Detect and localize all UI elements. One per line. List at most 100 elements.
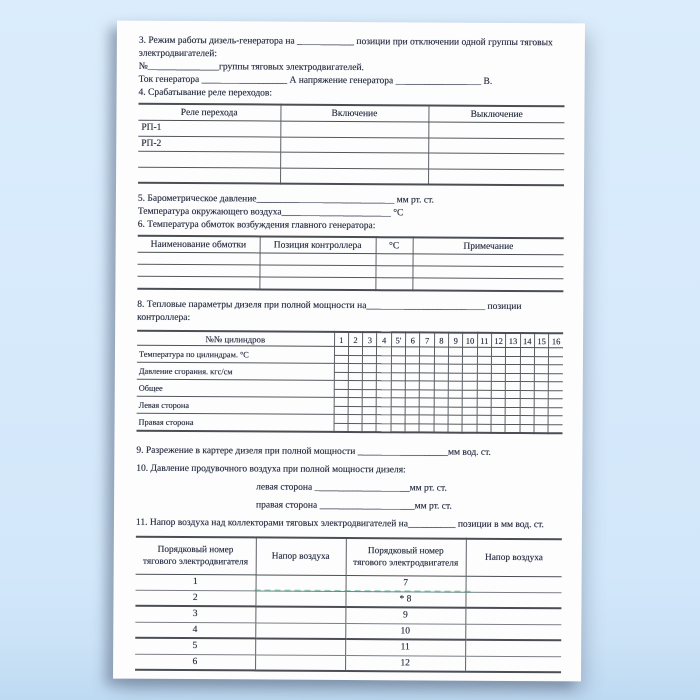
relay-table-body: РП-1 РП-2 (138, 120, 565, 186)
value-cell (405, 372, 420, 381)
value-cell (347, 397, 363, 407)
table-row: 6 12 (135, 653, 562, 673)
value-cell (491, 406, 506, 416)
value-cell (433, 415, 449, 424)
value-cell (376, 423, 391, 433)
value-cell (434, 364, 449, 373)
column-header-motor-number: Порядковый номер тягового электродвигате… (135, 536, 256, 575)
column-header-winding: Наименование обмотки (137, 235, 260, 253)
motor-number-cell: 12 (345, 654, 466, 672)
cylinder-number-header: 9 (448, 332, 463, 348)
value-cell (412, 265, 564, 279)
value-cell (548, 390, 563, 399)
value-cell (333, 414, 348, 423)
value-cell (391, 380, 406, 390)
value-cell (476, 381, 492, 390)
value-cell (390, 423, 406, 433)
value-cell (476, 398, 492, 407)
value-cell (490, 415, 506, 424)
value-cell (462, 347, 478, 356)
cylinder-number-header: 15 (534, 333, 549, 348)
motor-number-cell: 9 (345, 606, 466, 624)
value-cell (491, 355, 506, 365)
header-line: тягового электродвигателя (142, 556, 249, 568)
value-cell (376, 372, 392, 381)
value-cell (433, 381, 449, 390)
value-cell (419, 363, 435, 373)
value-cell (391, 363, 406, 373)
value-cell (419, 372, 435, 382)
value-cell (333, 397, 349, 406)
cylinder-number-header: 14 (520, 333, 535, 348)
value-cell (405, 414, 420, 424)
value-cell (519, 364, 535, 374)
value-cell (548, 347, 564, 357)
value-cell (520, 347, 535, 357)
column-header-controller-position: Позиция контроллера (259, 236, 376, 254)
air-pressure-cell (465, 607, 562, 625)
value-cell (362, 346, 377, 356)
value-cell (448, 372, 463, 382)
motor-number-cell: 11 (345, 638, 466, 656)
value-cell (333, 405, 348, 415)
value-cell (519, 356, 535, 365)
value-cell (419, 406, 434, 416)
value-cell (548, 364, 563, 374)
cylinder-number-header: 4 (376, 332, 392, 347)
value-cell (490, 423, 506, 433)
cylinder-number-header: 1 (334, 331, 349, 347)
value-cell (433, 406, 449, 416)
cylinder-number-header: 13 (505, 332, 521, 348)
motor-number-cell: 3 (135, 605, 256, 623)
value-cell (391, 355, 406, 364)
value-cell (505, 415, 520, 425)
value-cell (428, 121, 565, 139)
value-cell (137, 276, 260, 290)
air-pressure-cell (255, 638, 346, 655)
value-cell (476, 364, 492, 373)
value-cell (348, 346, 363, 356)
value-cell (333, 371, 349, 381)
air-pressure-cell (255, 606, 346, 623)
value-cell (362, 389, 377, 398)
value-cell (491, 389, 506, 399)
value-cell (362, 355, 377, 364)
value-cell (419, 380, 435, 390)
value-cell (362, 363, 377, 373)
value-cell (448, 389, 463, 399)
value-cell (548, 398, 563, 408)
value-cell (491, 372, 506, 382)
value-cell (428, 168, 565, 186)
column-header-air-pressure: Напор воздуха (465, 538, 562, 577)
value-cell (412, 277, 564, 292)
value-cell (362, 406, 377, 415)
value-cell (333, 354, 349, 364)
section10-left-line: левая сторона ____________________мм рт.… (256, 482, 447, 494)
section9-line: 9. Разрежение в картере дизеля при полно… (136, 445, 491, 458)
air-pressure-cell (465, 576, 562, 593)
value-cell (534, 373, 549, 382)
cylinder-number-header: 5' (391, 332, 406, 347)
section6-title: 6. Температура обмоток возбуждения главн… (137, 219, 376, 232)
value-cell (476, 406, 492, 416)
value-cell (462, 364, 478, 373)
value-cell (476, 415, 492, 424)
cylinder-parameters-table: №№ цилиндров 1 2 3 4 5' 6 7 8 9 10 11 12 13 14 15 16 Те… (136, 329, 564, 435)
column-header-cylinders: №№ цилиндров (137, 330, 335, 347)
motor-number-cell: 2 (135, 589, 256, 607)
value-cell (462, 381, 477, 390)
value-cell (505, 372, 520, 382)
value-cell (280, 121, 429, 138)
value-cell (376, 380, 392, 390)
relay-name-cell: РП-1 (138, 120, 281, 137)
value-cell (534, 390, 549, 399)
value-cell (259, 264, 376, 278)
value-cell (462, 406, 477, 416)
value-cell (448, 406, 463, 416)
value-cell (434, 372, 449, 382)
motor-number-cell: 1 (135, 574, 256, 591)
value-cell (391, 346, 406, 356)
table-header-row: Порядковый номер тягового электродвигате… (135, 536, 562, 577)
value-cell (362, 397, 377, 407)
value-cell (448, 364, 463, 373)
